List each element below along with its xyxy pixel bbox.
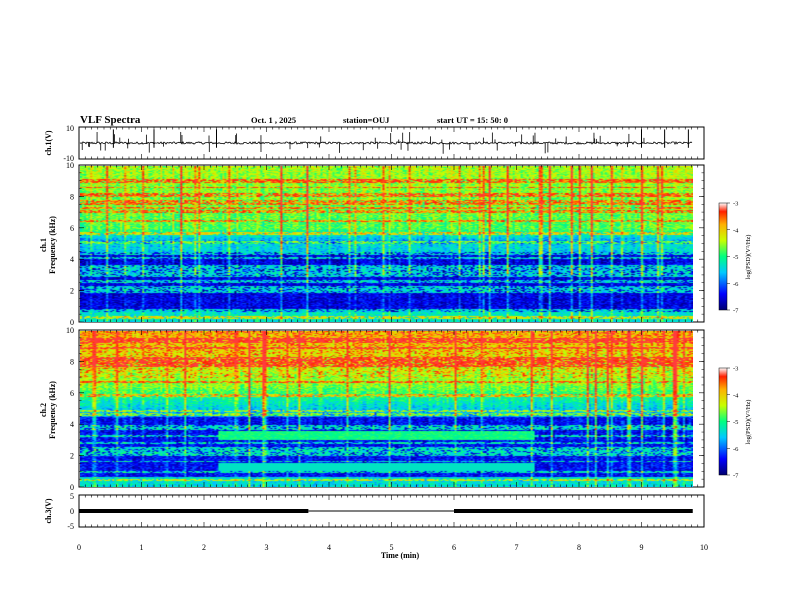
ch3-voltage-ylabel: ch.3(V): [44, 498, 53, 523]
figure-title: VLF Spectra: [80, 114, 141, 126]
ch1-voltage-panel: 10 -10 ch.1(V): [44, 124, 705, 163]
x-tick-label-2: 2: [202, 543, 206, 552]
x-tick-label-6: 6: [452, 543, 456, 552]
station-label: station=OUJ: [343, 115, 390, 125]
ch1-ytick-bottom: -10: [63, 154, 74, 163]
ch2-spectrogram-ytick-8: 8: [70, 357, 74, 366]
ch3-ytick-bottom: -5: [67, 522, 74, 531]
ch1-voltage-ylabel: ch.1(V): [44, 130, 53, 155]
ch1-spectrogram-ytick-2: 2: [70, 287, 74, 296]
ch1-colorbar-label: log(PSD)(V²/Hz): [745, 235, 752, 280]
x-tick-label-8: 8: [577, 543, 581, 552]
ch1-spectrogram-ytick-4: 4: [70, 255, 74, 264]
ch2-spectrogram-ytick-0: 0: [70, 483, 74, 492]
ch1-colorbar: -3 -4 -5 -6 -7 log(PSD)(V²/Hz): [718, 201, 752, 315]
date-label: Oct. 1 , 2025: [251, 115, 296, 125]
ch2-spectrogram-ytick-4: 4: [70, 420, 74, 429]
ch1-spectrogram-image: [80, 166, 693, 322]
ch2-colorbar-label: log(PSD)(V²/Hz): [745, 400, 752, 445]
ch1-spectrogram-ytick-8: 8: [70, 192, 74, 201]
ch2-spectrogram-image: [80, 331, 693, 487]
ch2-spectrogram-panel: 0 2 4 6 8 10 ch.2Frequency (kHz): [39, 326, 705, 492]
ch3-voltage-panel: 5 0 -5 ch.3(V): [44, 492, 705, 531]
ch3-ytick-top: 5: [70, 492, 74, 501]
ch2-spectrogram-colorbar-tick--4: -4: [733, 392, 739, 399]
ch2-colorbar: -3 -4 -5 -6 -7 log(PSD)(V²/Hz): [718, 366, 752, 480]
ch2-spectrogram-ytick-6: 6: [70, 389, 74, 398]
start-time-label: start UT = 15: 50: 0: [437, 115, 508, 125]
x-tick-label-1: 1: [140, 543, 144, 552]
ch2-spectrogram-colorbar-tick--7: -7: [733, 473, 739, 480]
ch2-spectrogram-ylabel-channel: ch.2Frequency (kHz): [39, 381, 57, 439]
ch1-spectrogram-colorbar-tick--4: -4: [733, 227, 739, 234]
x-tick-label-10: 10: [700, 543, 708, 552]
ch2-spectrogram-colorbar-tick--5: -5: [733, 419, 738, 426]
ch1-voltage-spikes: [81, 129, 689, 154]
x-tick-label-9: 9: [640, 543, 644, 552]
x-tick-label-7: 7: [515, 543, 519, 552]
ch1-spectrogram-colorbar-tick--7: -7: [733, 308, 739, 315]
ch1-spectrogram-ytick-6: 6: [70, 224, 74, 233]
ch1-ytick-top: 10: [66, 124, 74, 133]
ch1-spectrogram-ytick-0: 0: [70, 318, 74, 327]
ch2-spectrogram-colorbar-tick--3: -3: [733, 366, 738, 373]
ch1-voltage-trace: [79, 141, 693, 146]
ch1-spectrogram-panel: 0 2 4 6 8 10 ch.1Frequency (kHz): [39, 161, 705, 327]
ch2-spectrogram-ytick-10: 10: [66, 326, 74, 335]
ch1-spectrogram-colorbar-tick--5: -5: [733, 254, 738, 261]
ch2-spectrogram-colorbar-tick--6: -6: [733, 446, 739, 453]
ch1-spectrogram-colorbar-tick--3: -3: [733, 201, 738, 208]
ch1-spectrogram-ytick-10: 10: [66, 161, 74, 170]
x-tick-label-3: 3: [265, 543, 269, 552]
x-axis-label: Time (min): [381, 551, 420, 560]
x-tick-label-4: 4: [327, 543, 331, 552]
ch1-spectrogram-ylabel-channel: ch.1Frequency (kHz): [39, 216, 57, 274]
x-tick-label-0: 0: [77, 543, 81, 552]
ch2-spectrogram-ytick-2: 2: [70, 452, 74, 461]
ch1-spectrogram-colorbar-tick--6: -6: [733, 281, 739, 288]
ch3-ytick-mid: 0: [70, 507, 74, 516]
x-tick-label-5: 5: [390, 543, 394, 552]
